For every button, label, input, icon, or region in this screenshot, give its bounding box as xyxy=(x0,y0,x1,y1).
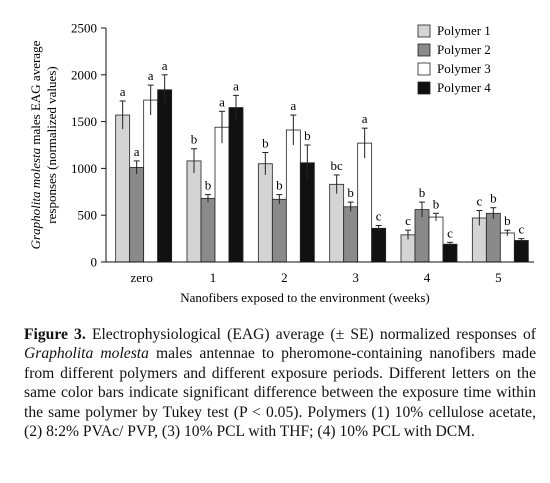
significance-letter: a xyxy=(362,111,368,126)
legend-swatch xyxy=(417,43,431,57)
bar xyxy=(343,206,359,263)
x-axis-label: Nanofibers exposed to the environment (w… xyxy=(180,290,429,305)
significance-letter: a xyxy=(219,94,225,109)
significance-letter: b xyxy=(490,191,497,206)
bar xyxy=(485,212,501,263)
significance-letter: b xyxy=(276,178,283,193)
significance-letter: b xyxy=(205,178,212,193)
significance-letter: b xyxy=(347,185,354,200)
significance-letter: a xyxy=(134,144,140,159)
legend-label: Polymer 1 xyxy=(437,23,491,38)
bar xyxy=(357,142,373,263)
legend-swatch xyxy=(417,81,431,95)
bar xyxy=(513,240,529,263)
bar xyxy=(371,227,387,263)
significance-letter: b xyxy=(504,213,511,228)
bar xyxy=(214,126,230,263)
bar xyxy=(442,243,458,263)
significance-letter: b xyxy=(304,128,311,143)
x-tick-label: 5 xyxy=(495,270,502,285)
legend-label: Polymer 2 xyxy=(437,42,491,57)
bar xyxy=(499,232,515,263)
bar xyxy=(157,89,173,263)
bar xyxy=(200,197,216,263)
significance-letter: a xyxy=(148,68,154,83)
y-axis-ticks: 0 500 1000 1500 2000 2500 xyxy=(71,21,106,270)
caption-text-2: males antennae to pheromone-containing n… xyxy=(24,345,536,441)
legend-swatch xyxy=(417,62,431,76)
x-tick-label: 1 xyxy=(210,270,217,285)
bar xyxy=(414,209,430,263)
bar xyxy=(285,129,301,263)
significance-letter: b xyxy=(262,135,269,150)
bar xyxy=(257,163,273,263)
significance-letter: b xyxy=(191,132,198,147)
y-tick-label: 2000 xyxy=(71,67,97,82)
bar xyxy=(129,167,145,263)
significance-letter: a xyxy=(120,84,126,99)
significance-letter: a xyxy=(233,78,239,93)
bar xyxy=(115,114,131,263)
caption-text-1: Electrophysiological (EAG) average (± SE… xyxy=(85,326,537,343)
y-tick-label: 1500 xyxy=(71,114,97,129)
bar xyxy=(228,107,244,263)
legend-label: Polymer 3 xyxy=(437,61,491,76)
x-tick-label: 2 xyxy=(281,270,288,285)
bar xyxy=(143,99,159,263)
legend: Polymer 1 Polymer 2 Polymer 3 Polymer 4 xyxy=(417,23,491,95)
y-tick-label: 0 xyxy=(91,255,98,270)
significance-letter: c xyxy=(518,222,524,237)
x-axis-ticks: zero 1 2 3 4 5 xyxy=(130,270,501,285)
significance-letter: c xyxy=(447,225,453,240)
significance-letter: bc xyxy=(331,158,344,173)
x-tick-label: 4 xyxy=(424,270,431,285)
bar xyxy=(329,183,345,263)
significance-letter: c xyxy=(476,194,482,209)
legend-swatch xyxy=(417,24,431,38)
significance-letter: b xyxy=(433,196,440,211)
x-tick-label: zero xyxy=(130,270,152,285)
y-tick-label: 1000 xyxy=(71,161,97,176)
figure-label: Figure 3. xyxy=(24,326,86,343)
bar xyxy=(271,198,287,263)
bar xyxy=(428,216,444,263)
significance-letter: c xyxy=(405,213,411,228)
x-tick-label: 3 xyxy=(352,270,359,285)
y-tick-label: 500 xyxy=(78,208,98,223)
significance-letter: c xyxy=(376,208,382,223)
significance-letter: b xyxy=(419,185,426,200)
y-axis-label: Grapholita molesta males EAG average xyxy=(28,40,43,249)
caption-species: Grapholita molesta xyxy=(24,345,149,363)
figure-caption: Figure 3. Electrophysiological (EAG) ave… xyxy=(24,325,536,441)
significance-letter: a xyxy=(290,98,296,113)
significance-letter: a xyxy=(162,58,168,73)
y-axis-label-line2: responses (normalized values) xyxy=(44,66,59,223)
y-tick-label: 2500 xyxy=(71,21,97,36)
bar xyxy=(186,160,202,263)
legend-label: Polymer 4 xyxy=(437,80,491,95)
